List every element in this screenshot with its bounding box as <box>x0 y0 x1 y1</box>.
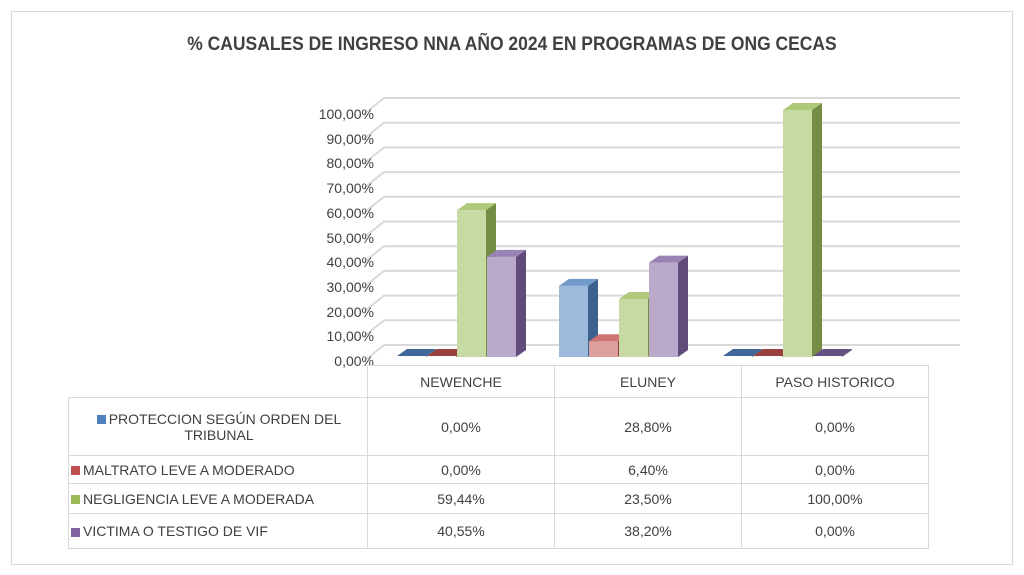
data-cell: 40,55% <box>367 513 555 549</box>
table-row: VICTIMA O TESTIGO DE VIF 40,55% 38,20% 0,00… <box>68 513 929 549</box>
gridline <box>363 195 960 214</box>
table-row: PROTECCION SEGÚN ORDEN DEL TRIBUNAL 0,00%… <box>68 397 929 456</box>
bar-top <box>753 349 792 356</box>
bar-top <box>589 334 628 342</box>
bar-top <box>783 103 822 110</box>
legend-entry: NEGLIGENCIA LEVE A MODERADA <box>68 483 368 514</box>
legend-swatch-icon <box>71 466 80 476</box>
legend-swatch-icon <box>71 527 80 537</box>
y-tick-label: 30,00% <box>326 278 374 295</box>
series-name: VICTIMA O TESTIGO DE VIF <box>83 523 268 539</box>
data-cell: 0,00% <box>741 397 929 456</box>
category-header: NEWENCHE <box>367 365 555 398</box>
bar-top <box>457 203 496 211</box>
bar-top <box>487 249 526 257</box>
data-cell: 100,00% <box>741 483 929 514</box>
data-cell: 0,00% <box>741 455 929 484</box>
table-row: MALTRATO LEVE A MODERADO 0,00% 6,40% 0,00% <box>68 455 929 484</box>
chart-title: % CAUSALES DE INGRESO NNA AÑO 2024 EN PR… <box>187 34 837 55</box>
bar-top <box>427 349 466 356</box>
bar-top <box>649 255 688 263</box>
y-tick-label: 10,00% <box>326 328 374 345</box>
y-tick-label: 100,00% <box>318 106 374 122</box>
data-table: NEWENCHE ELUNEY PASO HISTORICO PROTECCION S… <box>68 365 929 549</box>
bar-side <box>842 349 852 357</box>
gridline <box>363 319 960 338</box>
legend-swatch-icon <box>71 495 80 505</box>
y-tick-label: 80,00% <box>326 155 374 172</box>
series-name: NEGLIGENCIA LEVE A MODERADA <box>83 490 315 507</box>
bar-front <box>619 298 648 357</box>
data-cell: 6,40% <box>554 455 742 484</box>
legend-swatch-icon <box>96 415 106 425</box>
data-cell: 0,00% <box>367 455 555 484</box>
y-tick-label: 40,00% <box>326 254 374 271</box>
data-cell: 38,20% <box>554 513 742 549</box>
bar-front <box>649 262 678 357</box>
bar-front <box>457 210 486 357</box>
table-corner <box>69 366 368 398</box>
bar-top <box>397 349 436 356</box>
bar-top <box>813 349 852 356</box>
y-tick-label: 70,00% <box>326 180 374 197</box>
bar-front <box>589 341 618 357</box>
data-cell: 59,44% <box>367 483 555 514</box>
y-tick-label: 60,00% <box>326 204 374 221</box>
gridline <box>363 220 960 239</box>
category-header: PASO HISTORICO <box>741 365 929 398</box>
gridline <box>363 171 960 189</box>
bar-front <box>559 285 588 357</box>
gridline <box>363 146 960 165</box>
y-tick-label: 20,00% <box>326 303 374 320</box>
y-tick-label: 50,00% <box>326 229 374 246</box>
gridline <box>363 121 960 140</box>
legend-entry: MALTRATO LEVE A MODERADO <box>68 455 368 484</box>
series-name: MALTRATO LEVE A MODERADO <box>83 461 295 478</box>
table-row: NEGLIGENCIA LEVE A MODERADA 59,44% 23,50% 1… <box>68 483 929 514</box>
bar-front <box>487 256 516 357</box>
bar-side <box>678 255 688 357</box>
legend-entry: VICTIMA O TESTIGO DE VIF <box>68 513 368 549</box>
data-cell: 23,50% <box>554 483 742 514</box>
bar-top <box>559 278 598 286</box>
y-tick-label: 90,00% <box>326 130 374 147</box>
chart-frame <box>11 11 1013 565</box>
data-cell: 0,00% <box>741 513 929 549</box>
legend-entry: PROTECCION SEGÚN ORDEN DEL TRIBUNAL <box>68 397 368 456</box>
bar-front <box>783 110 812 357</box>
bar-top <box>619 291 658 299</box>
bar-side <box>516 249 526 357</box>
gridline <box>363 269 960 288</box>
category-header: ELUNEY <box>554 365 742 398</box>
data-cell: 28,80% <box>554 397 742 456</box>
data-cell: 0,00% <box>367 397 555 456</box>
bar-side <box>812 103 822 357</box>
y-tick-label: 0,00% <box>334 353 374 369</box>
gridline <box>363 344 960 362</box>
series-name: PROTECCION SEGÚN ORDEN DEL TRIBUNAL <box>108 410 342 443</box>
bar-top <box>723 349 762 356</box>
gridline <box>363 97 960 115</box>
gridline <box>363 294 960 313</box>
gridline <box>363 245 960 263</box>
